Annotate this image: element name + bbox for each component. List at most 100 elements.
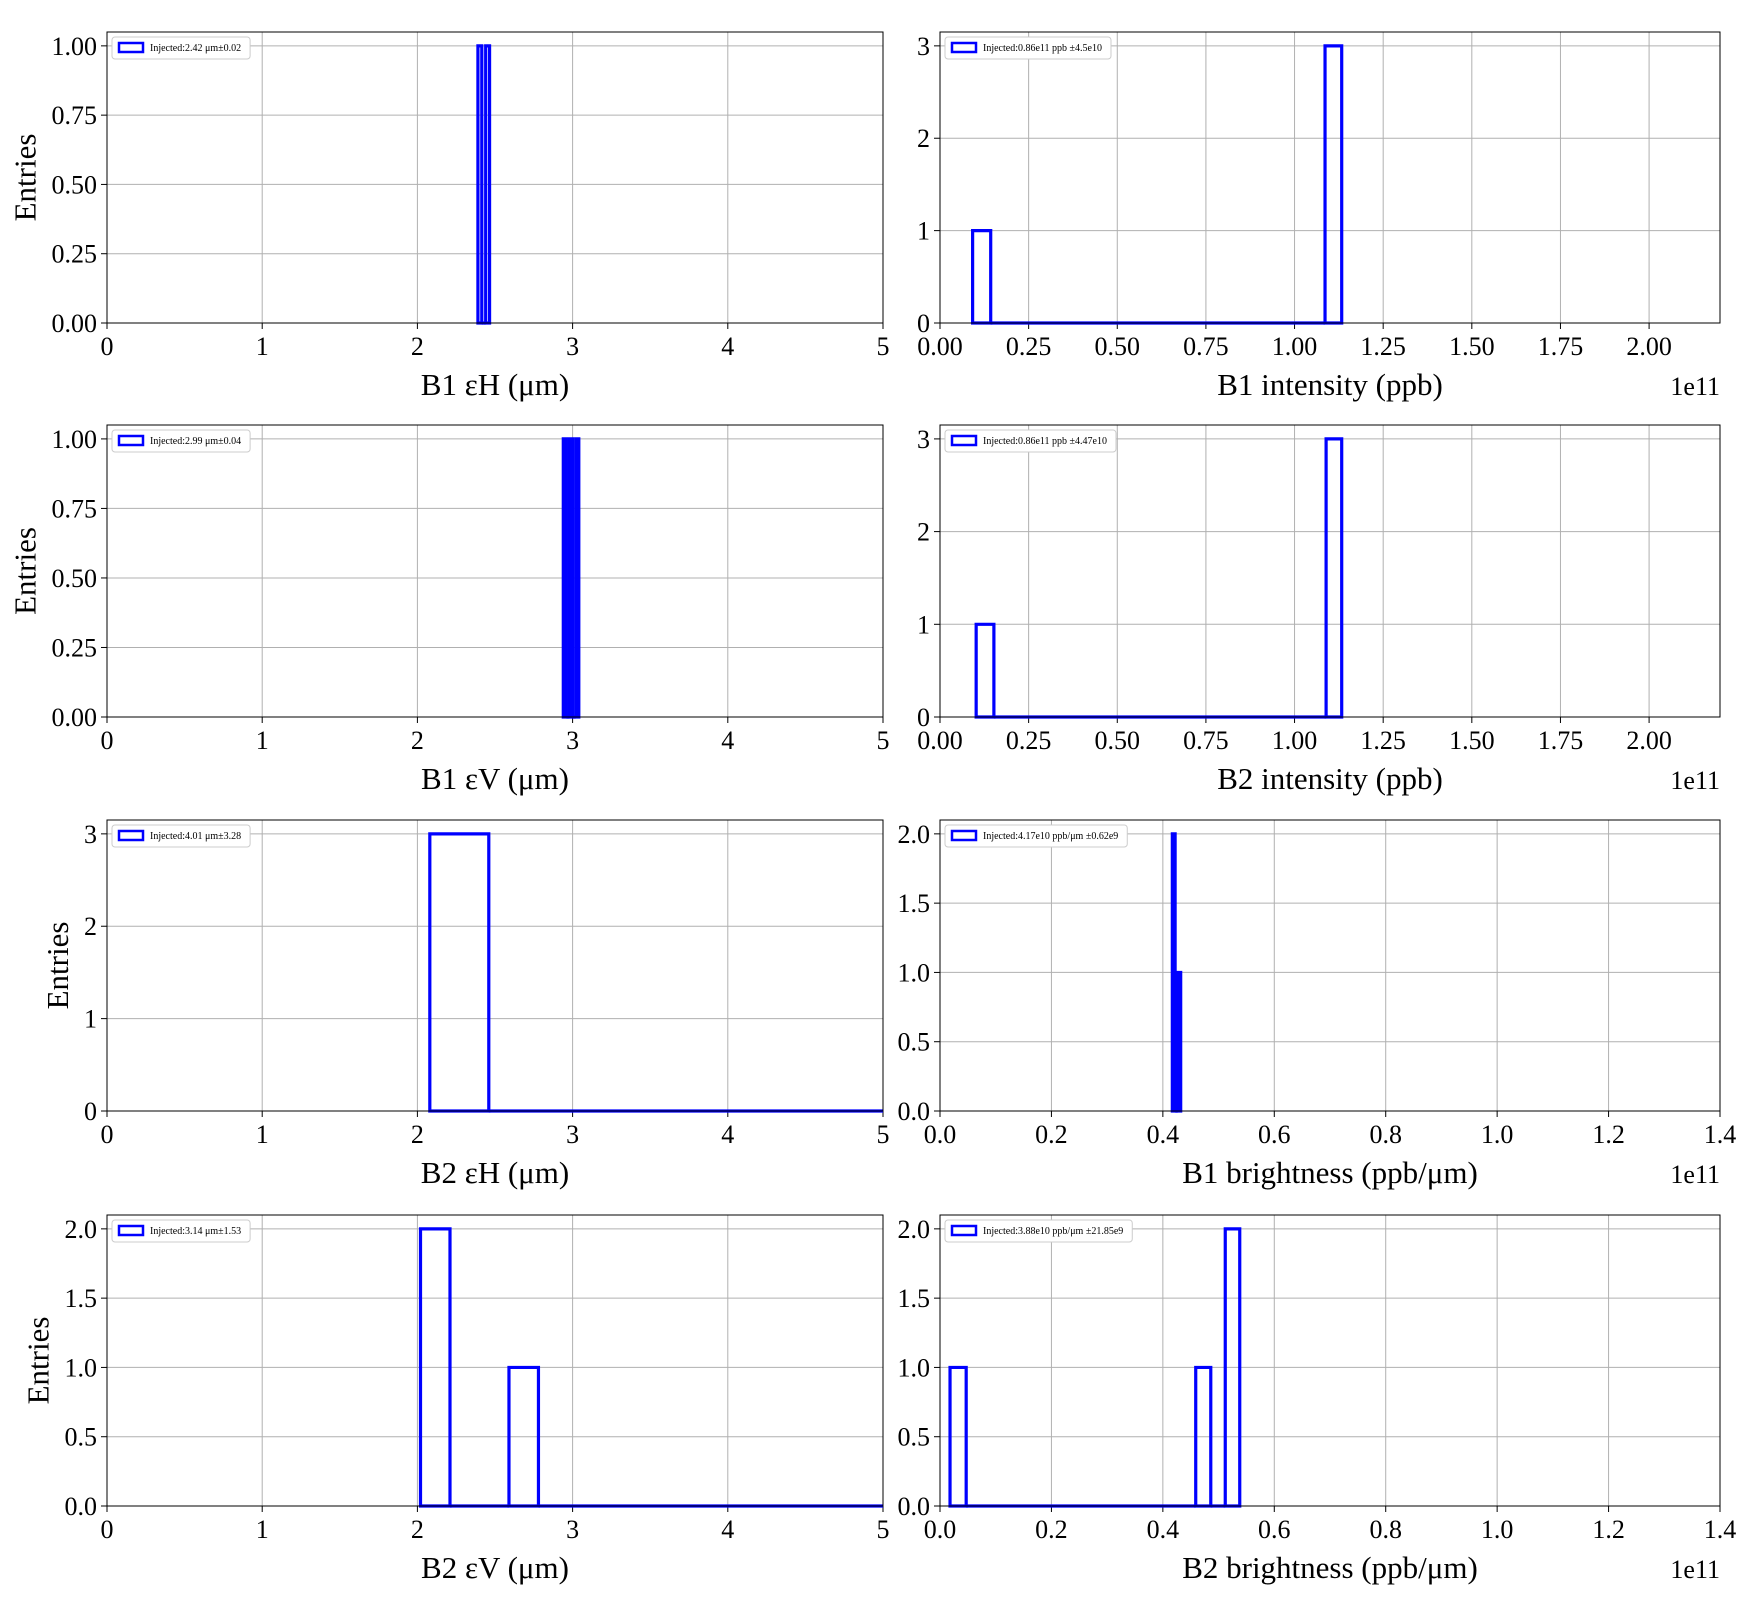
legend-swatch: [117, 829, 145, 842]
y-tick-label: 0.25: [52, 240, 98, 269]
x-tick-label: 0.2: [1035, 1120, 1068, 1149]
subplot: 0.0 0.2 0.4 0.6 0.8 1.0 1.2 1.4 0.0 0.5 1.0 1.5 2.0 B…: [898, 1214, 1737, 1585]
plot-area: [107, 1215, 883, 1506]
legend-label: Injected:4.17e10 ppb/μm ±0.62e9: [983, 831, 1118, 842]
x-tick-label: 1.25: [1360, 332, 1406, 361]
legend-swatch: [950, 829, 978, 842]
x-tick-label: 1: [256, 332, 269, 361]
axes-frame: [106, 1214, 884, 1507]
y-tick-label: 1.0: [898, 1353, 931, 1382]
y-tick-label: 0.5: [65, 1423, 98, 1452]
x-tick-label: 4: [721, 1120, 734, 1149]
x-tick-label: 1: [256, 1120, 269, 1149]
legend-box: [111, 36, 251, 60]
y-axis-label: Entries: [8, 134, 43, 222]
plot-area: [940, 425, 1720, 717]
y-tick-label: 0.00: [52, 703, 98, 732]
legend-box: [944, 824, 1128, 848]
x-tick-label: 0.75: [1183, 726, 1229, 755]
x-tick-label: 0: [101, 1515, 114, 1544]
x-tick-label: 0.0: [924, 1120, 957, 1149]
y-tick-label: 3: [917, 32, 930, 61]
x-tick-label: 3: [566, 1120, 579, 1149]
x-tick-label: 5: [877, 1120, 890, 1149]
legend-swatch: [950, 41, 978, 54]
x-tick-label: 1.4: [1704, 1515, 1737, 1544]
x-tick-label: 1.75: [1538, 726, 1584, 755]
x-tick-label: 4: [721, 1515, 734, 1544]
histogram-bin: [567, 437, 575, 719]
y-tick-label: 2: [917, 518, 930, 547]
x-tick-label: 3: [566, 332, 579, 361]
y-tick-label: 1: [84, 1005, 97, 1034]
x-tick-label: 4: [721, 332, 734, 361]
x-tick-label: 0.25: [1006, 332, 1052, 361]
y-tick-label: 2: [84, 912, 97, 941]
legend: Injected:2.99 μm±0.04: [111, 429, 251, 453]
y-tick-label: 1.5: [65, 1284, 98, 1313]
subplot: 0 1 2 3 4 5 0.00 0.25 0.50 0.75 1.00 B1 εV (μm) Entr…: [8, 424, 890, 796]
x-tick-label: 5: [877, 726, 890, 755]
plot-area: [940, 1215, 1720, 1506]
y-tick-label: 0.75: [52, 494, 98, 523]
legend-box: [944, 429, 1117, 453]
x-tick-label: 1.0: [1481, 1515, 1514, 1544]
x-offset-label: 1e11: [1670, 1555, 1720, 1584]
x-tick-label: 0.25: [1006, 726, 1052, 755]
x-tick-label: 1.75: [1538, 332, 1584, 361]
y-axis-label: Entries: [21, 1317, 56, 1405]
plot-area: [107, 820, 883, 1111]
legend-label: Injected:0.86e11 ppb ±4.5e10: [983, 43, 1102, 54]
x-tick-label: 0.75: [1183, 332, 1229, 361]
axes-frame: [939, 31, 1721, 324]
x-axis-label: B1 intensity (ppb): [1217, 367, 1443, 402]
legend-box: [944, 1219, 1133, 1243]
y-tick-label: 0.5: [898, 1028, 931, 1057]
x-tick-label: 1.00: [1272, 726, 1318, 755]
x-tick-label: 3: [566, 1515, 579, 1544]
y-axis-label: Entries: [8, 527, 43, 615]
legend-label: Injected:2.42 μm±0.02: [150, 43, 241, 54]
plot-area: [940, 820, 1720, 1111]
histogram-bin: [1170, 832, 1177, 1113]
legend-box: [111, 429, 251, 453]
y-tick-label: 0.0: [898, 1492, 931, 1521]
y-tick-label: 0.50: [52, 170, 98, 199]
x-axis-label: B1 brightness (ppb/μm): [1182, 1155, 1478, 1190]
y-tick-label: 0.0: [898, 1097, 931, 1126]
y-axis-label: Entries: [40, 922, 75, 1010]
x-tick-label: 0.4: [1147, 1120, 1180, 1149]
x-tick-label: 0.00: [917, 726, 963, 755]
legend-box: [111, 824, 251, 848]
x-tick-label: 0.6: [1258, 1515, 1291, 1544]
legend: Injected:3.88e10 ppb/μm ±21.85e9: [944, 1219, 1133, 1243]
x-tick-label: 0.0: [924, 1515, 957, 1544]
y-tick-label: 1.00: [52, 32, 98, 61]
x-tick-label: 0.50: [1095, 726, 1141, 755]
x-axis-label: B2 intensity (ppb): [1217, 761, 1443, 796]
y-tick-label: 1.0: [65, 1353, 98, 1382]
subplot: 0.00 0.25 0.50 0.75 1.00 1.25 1.50 1.75 2.00 0 1 2 3…: [917, 31, 1721, 402]
x-tick-label: 1.4: [1704, 1120, 1737, 1149]
legend: Injected:4.17e10 ppb/μm ±0.62e9: [944, 824, 1128, 848]
x-tick-label: 0: [101, 1120, 114, 1149]
plot-area: [940, 32, 1720, 323]
y-tick-label: 0.25: [52, 633, 98, 662]
legend: Injected:0.86e11 ppb ±4.5e10: [944, 36, 1112, 60]
x-tick-label: 0: [101, 332, 114, 361]
subplot: 0.0 0.2 0.4 0.6 0.8 1.0 1.2 1.4 0.0 0.5 1.0 1.5 2.0 B…: [898, 819, 1737, 1190]
y-tick-label: 0.00: [52, 309, 98, 338]
y-tick-label: 0: [917, 703, 930, 732]
y-tick-label: 2: [917, 124, 930, 153]
x-tick-label: 0: [101, 726, 114, 755]
y-tick-label: 1.00: [52, 425, 98, 454]
legend: Injected:4.01 μm±3.28: [111, 824, 251, 848]
axes-frame: [939, 424, 1721, 718]
histogram-bin: [561, 437, 568, 719]
x-tick-label: 1.50: [1449, 726, 1495, 755]
x-tick-label: 2: [411, 1515, 424, 1544]
y-tick-label: 1.5: [898, 889, 931, 918]
histogram-bin: [574, 437, 581, 719]
x-tick-label: 0.8: [1369, 1515, 1402, 1544]
x-tick-label: 1.0: [1481, 1120, 1514, 1149]
